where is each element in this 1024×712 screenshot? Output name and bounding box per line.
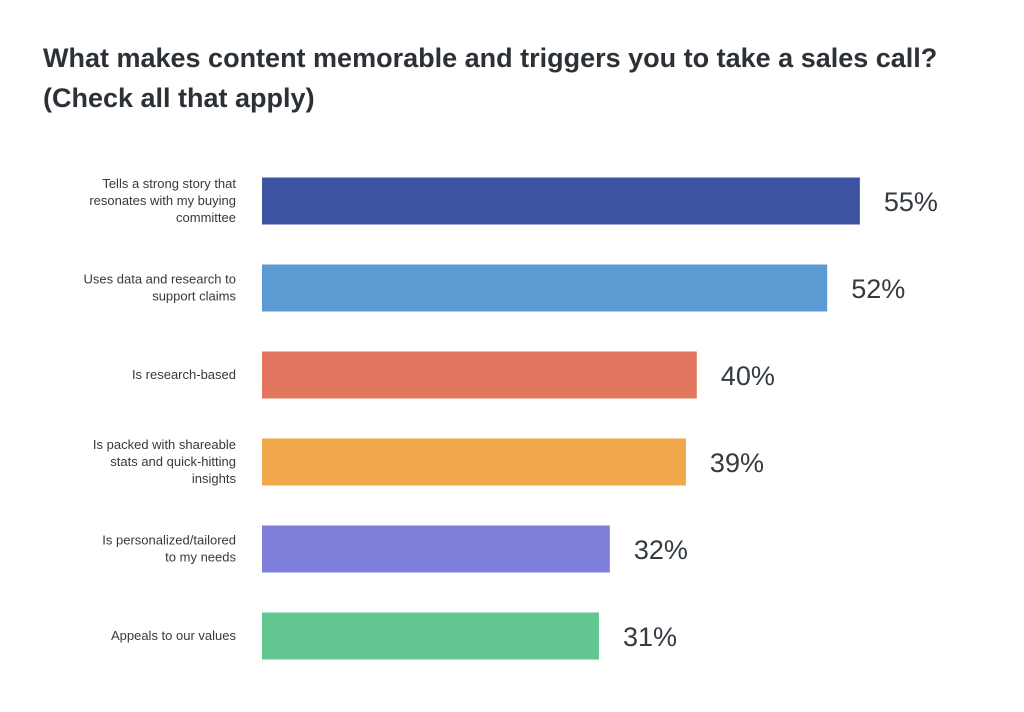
category-label-5: Is personalized/tailored to my needs [102,533,236,565]
bar-4 [262,438,686,486]
category-label-line: support claims [152,289,236,304]
category-label-line: insights [192,471,237,486]
category-label-3: Is research-based [132,367,236,382]
value-label-6: 31% [623,622,677,652]
bar-3 [262,351,697,399]
chart-title: What makes content memorable and trigger… [43,43,938,113]
category-label-line: Tells a strong story that [102,176,236,191]
category-label-line: Is research-based [132,367,236,382]
value-label-2: 52% [851,274,905,304]
category-label-1: Tells a strong story that resonates with … [89,176,236,225]
bar-6 [262,612,599,660]
bar-1 [262,177,860,225]
category-label-4: Is packed with shareable stats and quick-… [93,437,237,486]
bar-5 [262,525,610,573]
category-label-line: resonates with my buying [89,193,236,208]
category-label-line: committee [176,210,236,225]
category-label-line: Is packed with shareable [93,437,236,452]
value-label-4: 39% [710,448,764,478]
value-label-1: 55% [884,187,938,217]
bar-2 [262,264,828,312]
category-label-line: Is personalized/tailored [102,533,236,548]
category-label-2: Uses data and research to support claims [84,272,237,304]
category-label-line: Appeals to our values [111,628,237,643]
value-label-3: 40% [721,361,775,391]
category-label-line: stats and quick-hitting [110,454,236,469]
category-label-line: Uses data and research to [84,272,236,287]
category-label-line: to my needs [165,550,236,565]
category-label-6: Appeals to our values [111,628,237,643]
value-label-5: 32% [634,535,688,565]
